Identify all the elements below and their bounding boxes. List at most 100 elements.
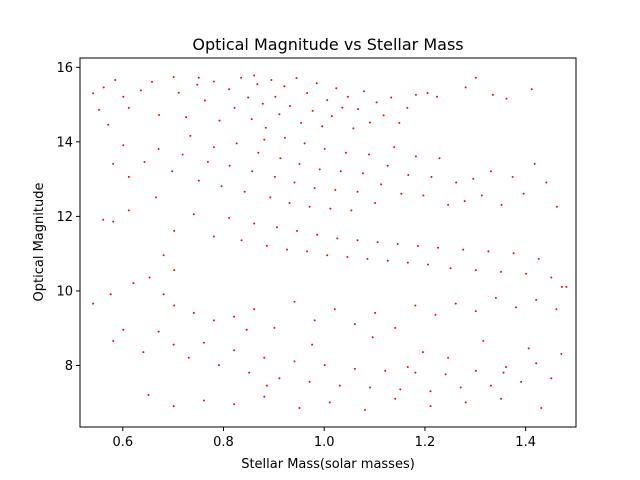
data-point [352,127,355,130]
data-point [406,261,409,264]
data-point [212,80,215,83]
data-point [311,109,314,112]
data-point [173,229,176,232]
data-point [447,203,450,206]
data-point [293,181,296,184]
data-point [500,270,502,273]
data-point [228,164,231,167]
data-point [263,395,266,398]
data-point [311,343,314,346]
data-point [522,192,525,195]
data-point [218,119,221,122]
data-point [261,102,264,105]
data-point [202,341,205,344]
data-point [357,108,359,111]
data-point [368,153,370,156]
data-point [502,371,505,374]
data-point [148,276,151,279]
data-point [380,183,383,186]
data-point [399,388,402,391]
data-point [306,92,309,94]
data-point [474,369,477,372]
data-point [416,244,419,247]
data-point [414,371,417,374]
data-point [421,351,424,354]
data-point [400,192,403,195]
data-point [318,168,321,171]
y-axis-label: Optical Magnitude [32,183,47,302]
data-point [228,216,231,219]
y-tick-label: 10 [56,284,73,299]
data-point [364,408,366,411]
data-point [382,114,385,117]
data-point [525,272,528,275]
x-tick-label: 1.2 [415,435,436,450]
data-point [472,177,475,180]
data-point [535,298,538,301]
data-point [323,147,326,150]
data-point [151,80,153,83]
data-point [560,285,563,288]
data-point [346,256,349,258]
data-point [333,308,336,311]
data-point [491,93,494,96]
data-point [393,146,396,149]
data-point [197,76,200,79]
data-point [248,371,251,374]
data-point [247,96,250,99]
data-point [92,92,95,95]
data-point [265,244,268,247]
data-point [235,142,238,145]
data-point [202,399,205,402]
data-point [362,172,364,175]
data-point [278,113,281,116]
data-point [298,407,301,409]
data-point [487,250,490,253]
data-point [323,364,326,367]
data-point [427,263,429,266]
data-point [330,115,333,118]
data-point [386,259,389,262]
data-points [92,74,568,411]
data-point [112,220,115,223]
data-point [273,326,276,329]
data-point [334,188,337,191]
data-point [555,308,558,311]
data-point [172,343,175,346]
data-point [196,83,199,86]
y-tick-label: 12 [56,210,73,225]
data-point [288,202,291,204]
data-point [429,390,432,393]
data-point [269,196,272,199]
data-point [251,170,254,173]
data-point [500,397,502,400]
data-point [107,123,110,126]
data-point [158,114,161,116]
x-tick-label: 1.0 [314,435,335,450]
data-point [283,85,286,88]
data-point [414,155,417,158]
data-point [206,161,209,163]
data-point [474,310,477,313]
data-point [92,302,95,305]
data-point [109,293,112,296]
data-point [376,241,379,244]
data-point [253,308,256,311]
chart-title: Optical Magnitude vs Stellar Mass [192,35,463,54]
data-point [203,99,206,102]
data-point [173,304,176,307]
data-point [185,116,188,119]
data-point [336,237,339,240]
data-point [192,311,195,314]
data-point [293,300,296,303]
data-point [353,367,356,370]
data-point [279,157,282,160]
data-point [505,366,507,368]
data-point [414,93,417,96]
data-point [233,106,236,109]
data-point [240,76,243,79]
data-point [353,323,356,326]
data-point [434,313,437,316]
data-point [540,407,543,409]
data-point [212,319,215,322]
